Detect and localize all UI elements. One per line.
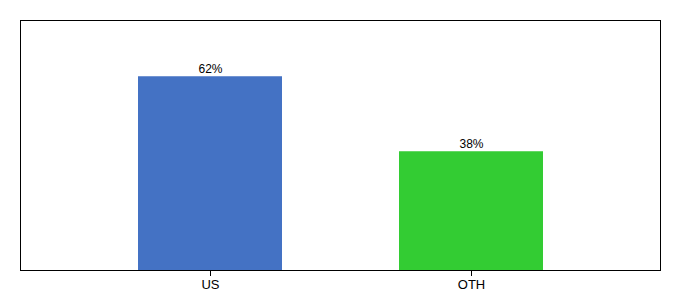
svg-text:62%: 62% [198, 62, 222, 76]
svg-text:US: US [201, 277, 219, 292]
svg-text:OTH: OTH [458, 277, 485, 292]
svg-text:38%: 38% [459, 137, 483, 151]
